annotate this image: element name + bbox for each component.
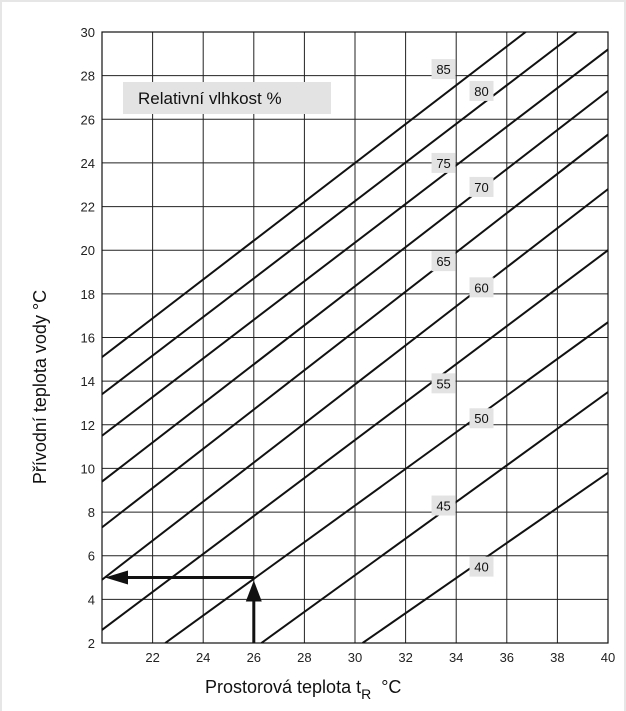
humidity-label-box [469, 556, 494, 577]
humidity-label-text: 75 [436, 156, 450, 171]
humidity-line-45 [260, 391, 608, 643]
humidity-label-85: 85 [431, 59, 456, 80]
x-tick-label: 22 [145, 650, 159, 665]
humidity-label-55: 55 [431, 373, 456, 394]
humidity-label-box [469, 277, 494, 298]
line-labels: 85 80 75 70 65 60 55 50 45 40 [431, 59, 494, 577]
humidity-line-75 [102, 48, 608, 437]
humidity-label-box [431, 59, 456, 80]
y-tick-label: 18 [81, 287, 95, 302]
humidity-label-40: 40 [469, 556, 494, 577]
humidity-label-box [431, 373, 456, 394]
tick-labels: 22 24 26 28 30 32 34 36 38 4024681012141618202224… [81, 25, 616, 665]
humidity-line-85 [102, 32, 528, 358]
y-tick-label: 10 [81, 461, 95, 476]
y-axis-title: Přívodní teplota vody °C [30, 290, 50, 484]
plot-border [101, 31, 609, 644]
humidity-label-65: 65 [431, 251, 456, 272]
x-tick-label: 26 [247, 650, 261, 665]
humidity-line-80 [102, 32, 579, 396]
x-axis-title-unit: °C [381, 677, 401, 697]
y-tick-label: 16 [81, 331, 95, 346]
humidity-line-65 [102, 133, 608, 529]
humidity-label-text: 85 [436, 62, 450, 77]
y-tick-label: 28 [81, 69, 95, 84]
x-tick-label: 32 [398, 650, 412, 665]
x-axis-title: Prostorová teplota tR °C [205, 677, 401, 702]
x-tick-label: 38 [550, 650, 564, 665]
humidity-label-text: 45 [436, 499, 450, 514]
humidity-label-box [469, 176, 494, 197]
humidity-label-box [431, 495, 456, 516]
humidity-line-60 [102, 188, 608, 581]
humidity-label-75: 75 [431, 152, 456, 173]
humidity-label-text: 60 [474, 280, 488, 295]
humidity-label-50: 50 [469, 408, 494, 429]
x-tick-label: 24 [196, 650, 210, 665]
x-tick-label: 30 [348, 650, 362, 665]
humidity-line-70 [102, 90, 608, 483]
humidity-label-box [469, 408, 494, 429]
humidity-label-text: 50 [474, 411, 488, 426]
humidity-label-box [431, 152, 456, 173]
example-reading [105, 570, 262, 643]
humidity-label-80: 80 [469, 80, 494, 101]
x-axis-title-subscript: R [361, 686, 371, 702]
x-tick-label: 34 [449, 650, 463, 665]
x-tick-label: 28 [297, 650, 311, 665]
legend-box: Relativní vlhkost % [123, 82, 331, 114]
grid [102, 32, 608, 643]
y-tick-label: 24 [81, 156, 95, 171]
y-tick-label: 20 [81, 243, 95, 258]
x-axis-title-main: Prostorová teplota t [205, 677, 361, 697]
humidity-label-70: 70 [469, 176, 494, 197]
humidity-line-50 [164, 321, 608, 643]
x-tick-label: 36 [500, 650, 514, 665]
y-tick-label: 22 [81, 200, 95, 215]
x-tick-label: 40 [601, 650, 615, 665]
humidity-line-55 [102, 249, 608, 631]
humidity-label-box [469, 80, 494, 101]
humidity-label-45: 45 [431, 495, 456, 516]
humidity-label-text: 65 [436, 254, 450, 269]
y-tick-label: 8 [88, 505, 95, 520]
humidity-label-text: 80 [474, 84, 488, 99]
y-tick-label: 4 [88, 592, 95, 607]
y-tick-label: 12 [81, 418, 95, 433]
y-tick-label: 2 [88, 636, 95, 651]
humidity-label-text: 70 [474, 180, 488, 195]
y-tick-label: 14 [81, 374, 95, 389]
example-vertical-arrowhead [245, 580, 262, 602]
y-tick-label: 26 [81, 112, 95, 127]
example-horizontal-arrowhead [105, 570, 128, 585]
humidity-label-box [431, 251, 456, 272]
legend-title: Relativní vlhkost % [138, 89, 282, 108]
series-lines [102, 32, 608, 643]
humidity-label-text: 55 [436, 376, 450, 391]
humidity-label-60: 60 [469, 277, 494, 298]
y-tick-label: 6 [88, 549, 95, 564]
y-tick-label: 30 [81, 25, 95, 40]
humidity-label-text: 40 [474, 560, 488, 575]
